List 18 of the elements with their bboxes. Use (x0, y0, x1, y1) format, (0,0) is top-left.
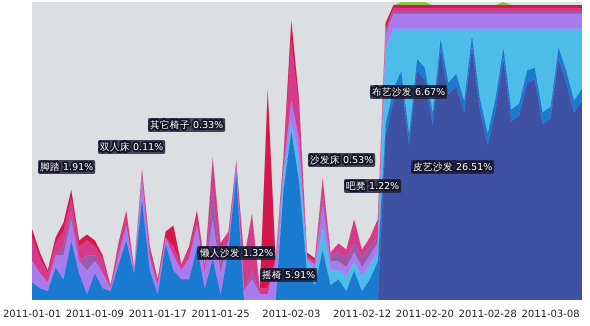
x-tick-label: 2011-01-17 (128, 309, 187, 320)
annotation: 布艺沙发 6.67% (372, 86, 446, 98)
x-tick-label: 2011-02-28 (458, 309, 517, 320)
annotation: 双人床 0.11% (100, 141, 164, 153)
annotation: 脚踏 1.91% (40, 161, 94, 173)
x-tick-label: 2011-01-25 (192, 309, 250, 320)
annotation: 沙发床 0.53% (310, 154, 374, 166)
x-tick-label: 2011-01-01 (2, 309, 62, 320)
annotation: 皮艺沙发 26.51% (413, 161, 492, 173)
x-tick-label: 2011-01-09 (66, 309, 124, 320)
x-tick-label: 2011-02-20 (396, 309, 454, 320)
x-tick-label: 2011-02-12 (332, 309, 392, 320)
x-tick-label: 2011-02-03 (262, 309, 320, 320)
annotation: 懒人沙发 1.32% (199, 247, 274, 259)
annotation: 其它椅子 0.33% (150, 119, 224, 131)
x-tick-label: 2011-03-08 (522, 309, 580, 320)
annotation: 吧凳 1.22% (346, 180, 400, 192)
annotation: 摇椅 5.91% (262, 269, 316, 281)
